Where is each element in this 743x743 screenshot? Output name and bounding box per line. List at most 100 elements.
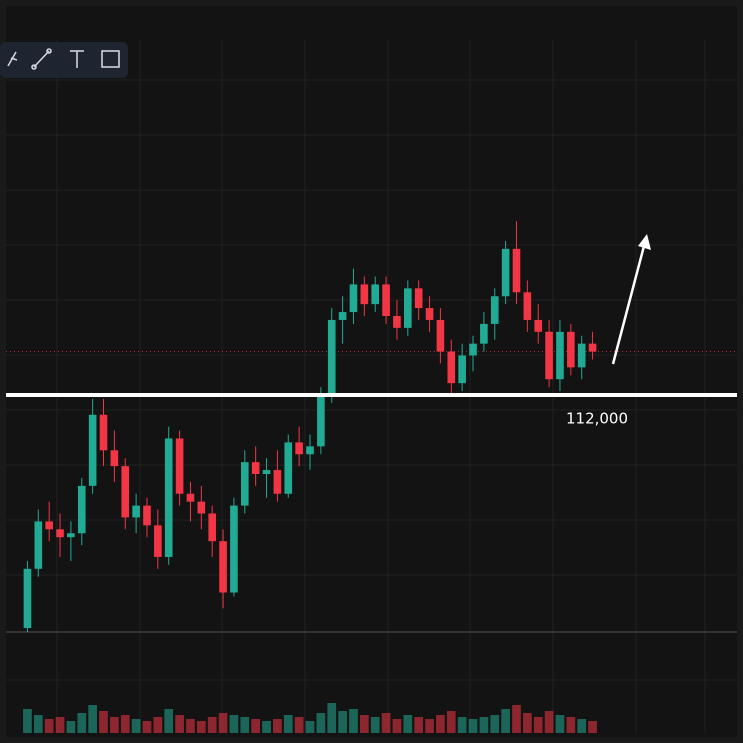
volume-bar <box>99 711 108 733</box>
candle-body <box>110 450 119 467</box>
chart-background <box>6 6 737 737</box>
candle-body <box>219 541 227 593</box>
candle-body <box>240 462 249 506</box>
volume-bar <box>153 717 163 733</box>
candle-body <box>425 308 434 320</box>
volume-bar <box>207 717 217 733</box>
volume-bar <box>512 705 521 733</box>
candle-body <box>338 312 347 320</box>
arrow <box>611 234 651 365</box>
volume-bar <box>359 715 369 733</box>
candle-body <box>23 568 32 629</box>
volume-bar <box>533 717 543 733</box>
candle-body <box>121 466 130 518</box>
volume-bar <box>262 721 271 733</box>
candle-body <box>143 505 151 526</box>
candle-body <box>208 513 216 542</box>
volume-bar <box>196 721 206 733</box>
volume-bar <box>370 717 380 733</box>
candle-body <box>556 331 564 380</box>
candle-body <box>295 442 303 455</box>
candle-body <box>545 331 553 380</box>
volume-bar <box>523 713 532 733</box>
candle-body <box>317 395 325 447</box>
candle-body <box>512 248 521 293</box>
candle-body <box>349 284 358 313</box>
candle-body <box>77 485 86 534</box>
volume-bar <box>501 709 510 733</box>
candle-body <box>88 414 97 486</box>
volume-bar <box>577 719 587 733</box>
volume-bar <box>479 717 489 733</box>
volume-bar <box>131 719 141 733</box>
text-tool-icon[interactable] <box>70 50 84 68</box>
toolbar-background <box>0 42 128 78</box>
candle-body <box>567 331 575 368</box>
volume-bar <box>327 703 337 733</box>
volume-bar <box>88 705 97 733</box>
volume-bar <box>66 721 76 733</box>
level-label: 112,000 <box>566 410 628 428</box>
volume-bar <box>55 717 65 733</box>
volume-bar <box>566 717 576 733</box>
volume-bar <box>77 713 87 733</box>
drawing-toolbar <box>0 42 128 78</box>
candle-body <box>273 470 282 494</box>
candle-body <box>306 446 314 455</box>
volume-bar <box>316 713 326 733</box>
volume-bar <box>44 719 54 733</box>
volume-bar <box>555 715 565 733</box>
volume-bar <box>349 709 358 733</box>
volume-bar <box>273 719 282 733</box>
candle-body <box>458 355 466 384</box>
candle-body <box>45 521 53 530</box>
candle-body <box>436 319 445 352</box>
candle-body <box>534 319 543 332</box>
line-tool-icon[interactable] <box>31 48 52 70</box>
volume-bar <box>294 717 304 733</box>
volume-bar <box>33 715 43 733</box>
candle-body <box>382 284 390 316</box>
candle-body <box>480 323 488 344</box>
candle-body <box>393 316 401 328</box>
candle-body <box>360 284 369 305</box>
candle-body <box>251 462 260 474</box>
candle-body <box>284 442 293 494</box>
candle-body <box>230 505 238 593</box>
volume-bar <box>120 715 130 733</box>
volume-bar <box>164 709 174 733</box>
candle-body <box>132 505 140 518</box>
volume-bar <box>218 713 228 733</box>
volume-bar <box>392 719 402 733</box>
volume-bar <box>414 717 424 733</box>
candle-body <box>588 343 597 352</box>
volume-bar <box>240 717 250 733</box>
candle-body <box>490 296 499 324</box>
plot: 112,000 <box>6 221 737 733</box>
volume-bar <box>142 721 152 733</box>
volume-bar <box>186 719 195 733</box>
volume-bar <box>490 715 500 733</box>
volume-bar <box>338 711 347 733</box>
volume-bar <box>436 715 445 733</box>
candle-body <box>164 438 173 557</box>
candle-body <box>186 493 195 502</box>
rectangle-tool-icon[interactable] <box>101 50 120 68</box>
volume-bar <box>229 715 239 733</box>
volume-bar <box>175 715 184 733</box>
candle-body <box>371 284 380 305</box>
volume-bar <box>544 711 554 733</box>
candle-body <box>154 525 162 557</box>
volume-bar <box>283 715 293 733</box>
volume-bar <box>468 719 478 733</box>
candle-body <box>327 319 336 395</box>
tool-icon[interactable] <box>7 51 18 67</box>
candle-body <box>34 521 43 569</box>
volume-bar <box>381 713 391 733</box>
candle-body <box>56 529 64 538</box>
volume-bar <box>446 711 456 733</box>
volume-bar <box>425 719 434 733</box>
volume-bar <box>23 709 32 733</box>
